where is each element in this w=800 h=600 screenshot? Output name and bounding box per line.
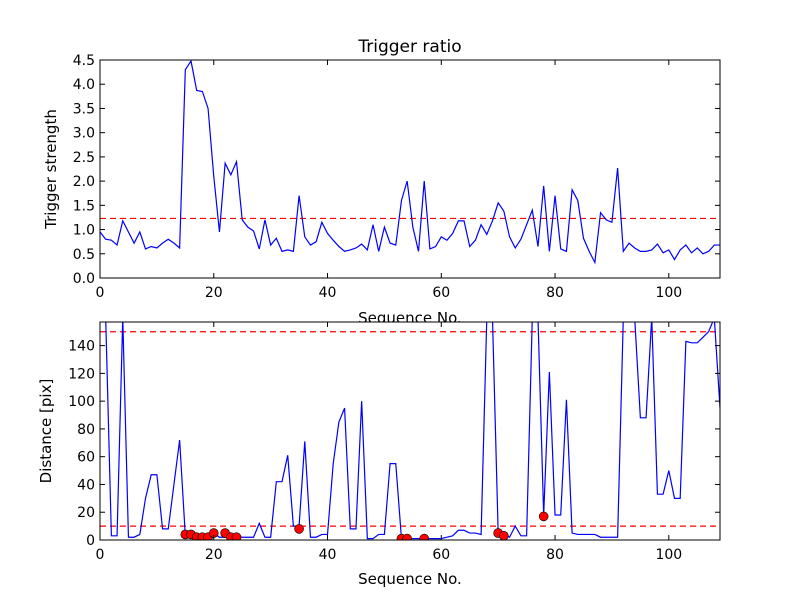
bottom-y-tick-label: 20 <box>77 505 95 521</box>
top-axes-layer: 0 20 40 60 80 100 0.0 0.5 1.0 1.5 2.0 2.5 3.0 3.5 4.0 4… <box>73 53 720 301</box>
top-series-layer <box>100 60 720 265</box>
bottom-marker-point <box>499 531 509 540</box>
bottom-y-axis-label: Distance [pix] <box>37 379 55 484</box>
bottom-x-tick-label: 0 <box>96 547 105 563</box>
top-x-tick-label: 60 <box>432 285 450 301</box>
top-x-tick-label: 80 <box>546 285 564 301</box>
top-x-tick-label: 100 <box>655 285 682 301</box>
bottom-x-tick-label: 60 <box>432 547 450 563</box>
bottom-y-tick-label: 140 <box>68 339 95 355</box>
bottom-plot-area <box>100 322 720 540</box>
top-y-tick-label: 1.0 <box>73 223 95 239</box>
top-y-axis-label: Trigger strength <box>42 109 60 230</box>
bottom-marker-point <box>538 511 549 522</box>
bottom-y-tick-label: 100 <box>68 394 95 410</box>
bottom-series-layer <box>100 322 720 540</box>
bottom-y-tick-label: 60 <box>77 450 95 466</box>
top-chart-title: Trigger ratio <box>357 37 461 57</box>
bottom-subplot: 0 20 40 60 80 100 0 20 40 60 80 100 120 140 Sequence … <box>37 321 721 588</box>
bottom-x-tick-label: 40 <box>319 547 337 563</box>
top-plot-frame <box>99 59 721 279</box>
top-y-tick-label: 0.5 <box>73 247 95 263</box>
bottom-y-tick-label: 120 <box>68 366 95 382</box>
top-y-tick-label: 3.0 <box>73 126 95 142</box>
top-subplot: Trigger ratio 0 20 40 60 80 100 0.0 0.5 1.0 1.5 2.… <box>42 37 721 327</box>
top-y-tick-label: 2.5 <box>73 150 95 166</box>
bottom-x-axis-label: Sequence No. <box>358 570 462 588</box>
bottom-x-tick-label: 20 <box>205 547 223 563</box>
bottom-y-tick-label: 0 <box>86 533 95 549</box>
top-y-tick-label: 1.5 <box>73 198 95 214</box>
top-x-tick-label: 40 <box>319 285 337 301</box>
bottom-marker-point <box>294 524 304 534</box>
bottom-marker-point <box>402 533 412 540</box>
bottom-marker-point <box>231 532 242 540</box>
top-y-tick-label: 0.0 <box>73 271 95 287</box>
top-plot-area <box>100 60 720 278</box>
top-y-tick-label: 3.5 <box>73 101 95 117</box>
bottom-marker-point <box>419 533 430 540</box>
top-y-tick-label: 4.0 <box>73 77 95 93</box>
top-series-line-1 <box>100 60 720 265</box>
bottom-plot-frame <box>99 321 721 541</box>
top-y-tick-label: 2.0 <box>73 174 95 190</box>
top-x-tick-label: 0 <box>96 285 105 301</box>
top-x-tick-label: 20 <box>205 285 223 301</box>
bottom-y-tick-label: 40 <box>77 477 95 493</box>
bottom-y-tick-label: 80 <box>77 422 95 438</box>
bottom-axes-layer: 0 20 40 60 80 100 0 20 40 60 80 100 120 140 <box>68 322 720 563</box>
bottom-x-tick-label: 80 <box>546 547 564 563</box>
bottom-x-tick-label: 100 <box>655 547 682 563</box>
top-y-tick-label: 4.5 <box>73 53 95 69</box>
